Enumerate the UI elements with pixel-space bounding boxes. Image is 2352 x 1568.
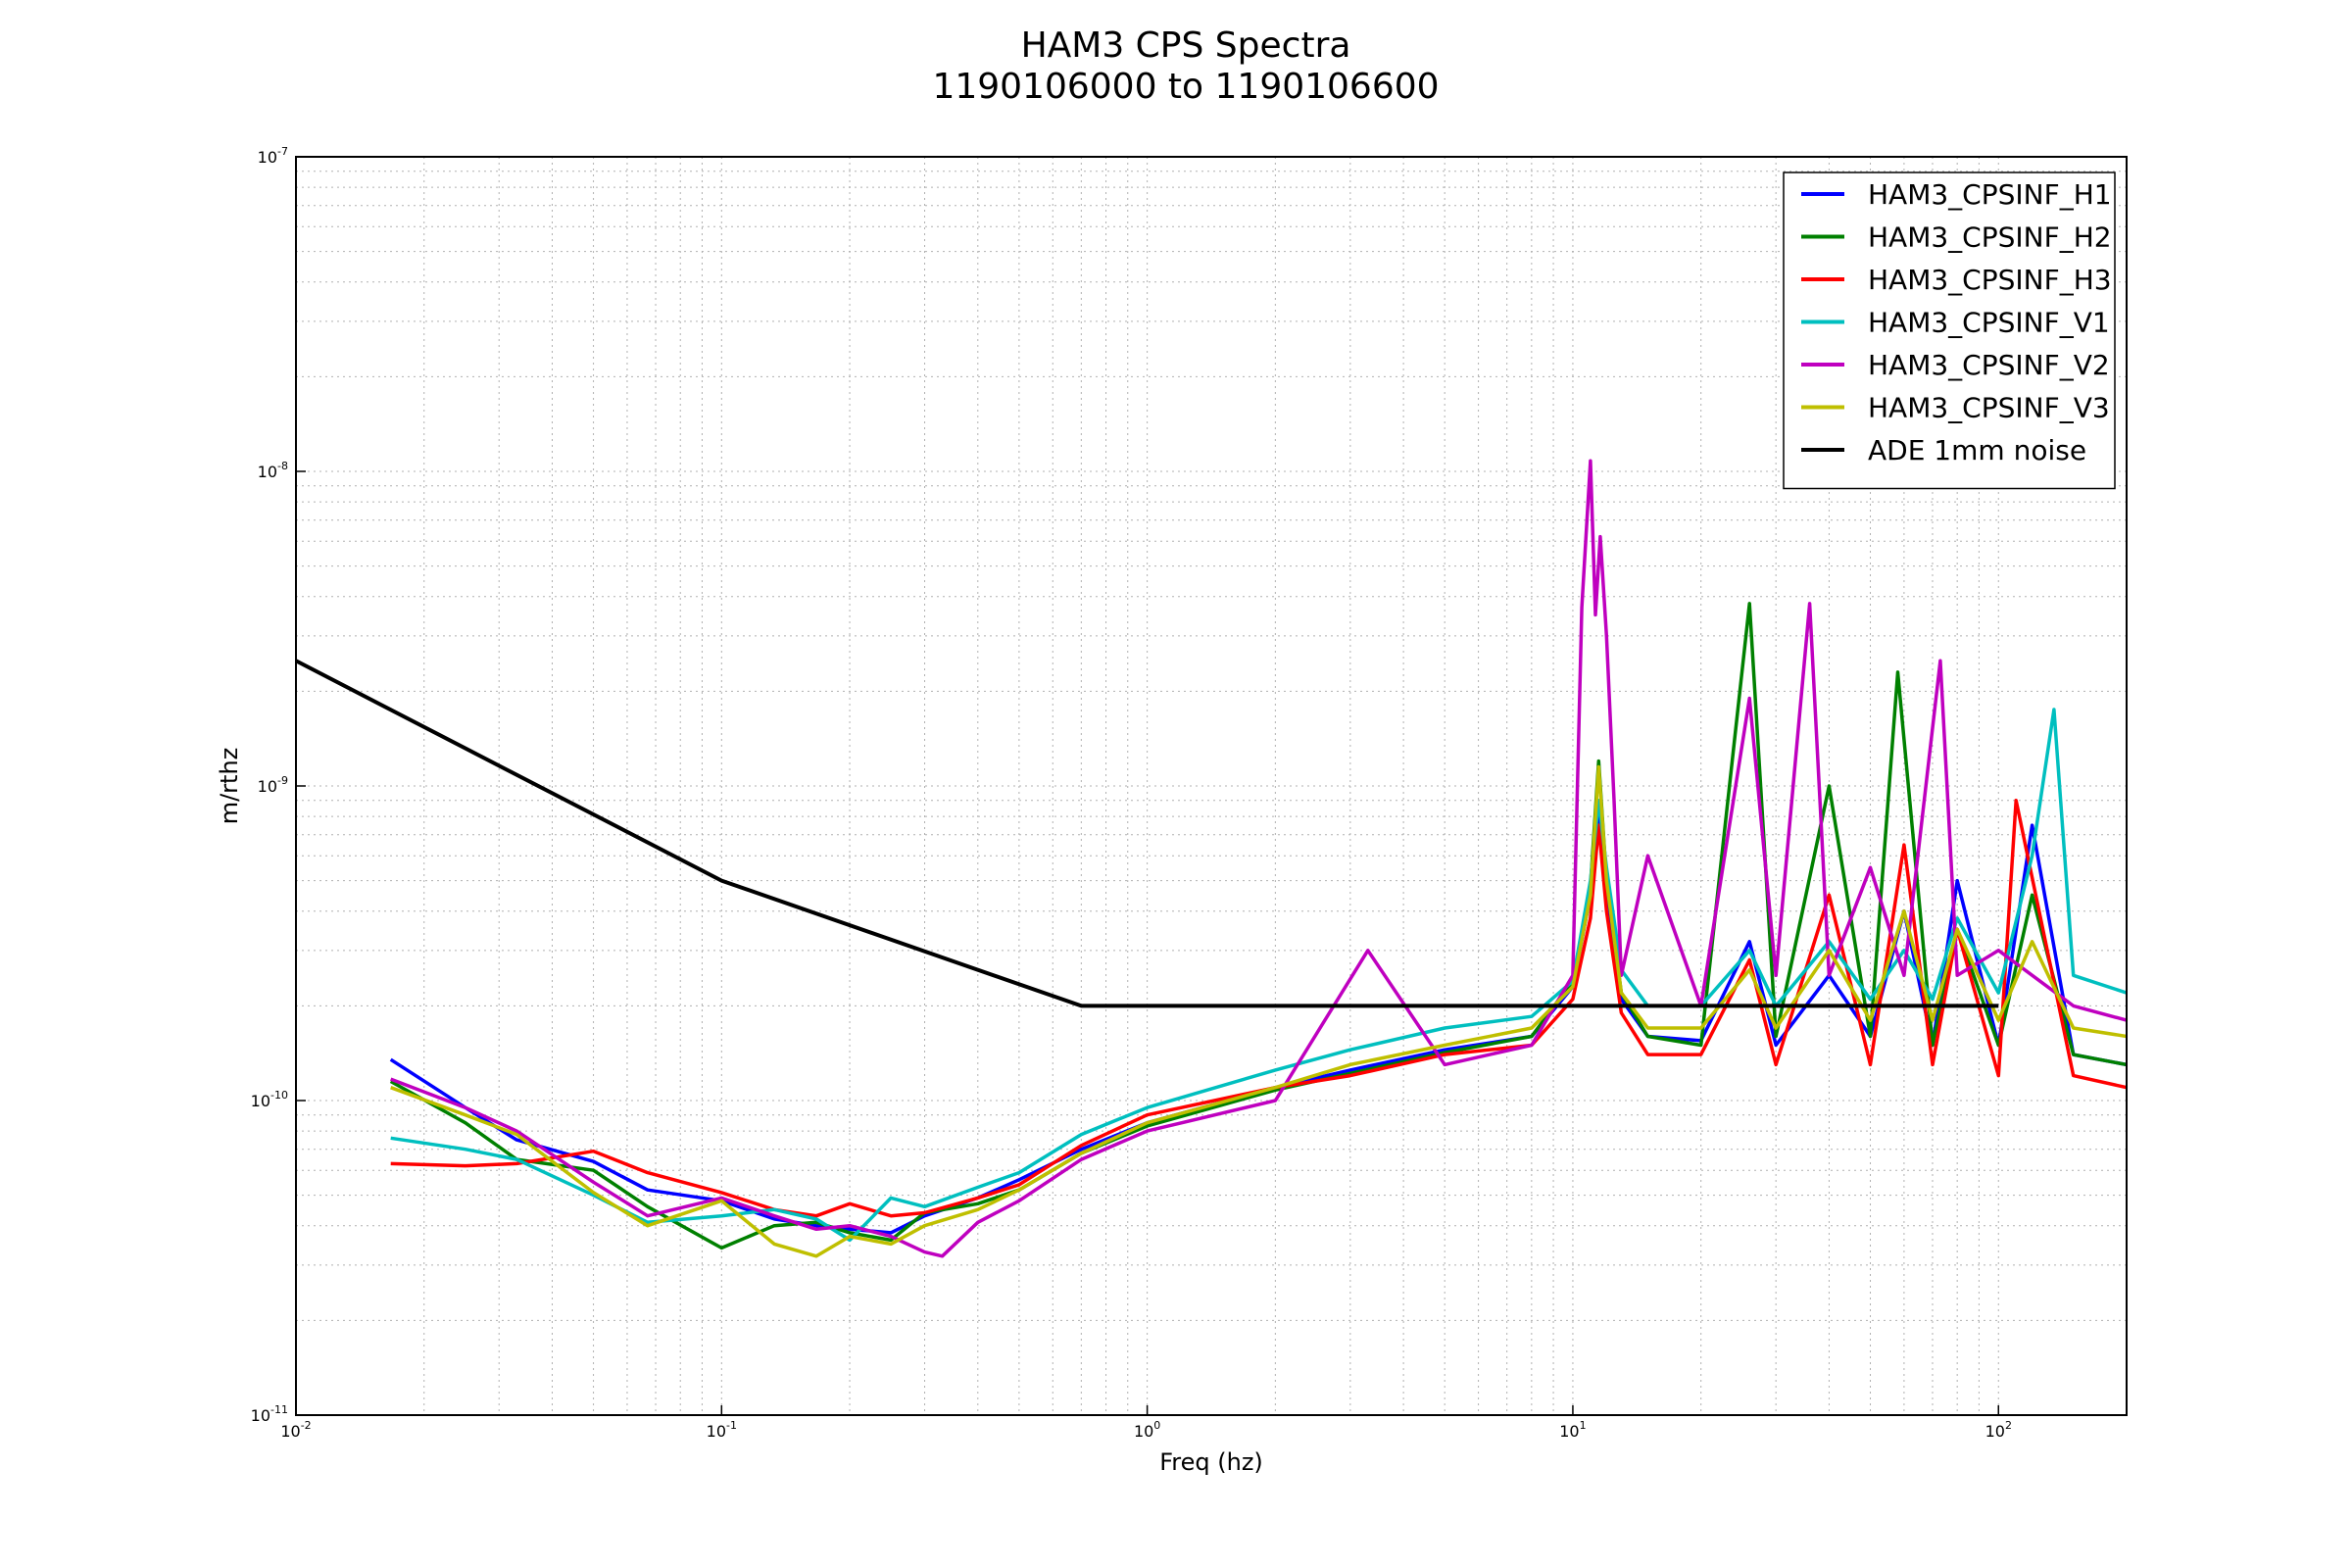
legend-label: HAM3_CPSINF_H1 <box>1868 178 2112 211</box>
legend-label: HAM3_CPSINF_H2 <box>1868 221 2112 254</box>
y-tick-label: 10-10 <box>251 1089 288 1110</box>
x-tick-label: 102 <box>1985 1419 2012 1441</box>
x-tick-label: 10-1 <box>707 1419 737 1441</box>
x-tick-label: 100 <box>1134 1419 1160 1441</box>
legend-box <box>1783 172 2116 490</box>
series-line-4 <box>390 459 2127 1258</box>
series-line-3 <box>390 708 2127 1243</box>
y-tick-label: 10-7 <box>258 145 288 167</box>
chart-title: HAM3 CPS Spectra <box>1021 25 1351 66</box>
plot-frame <box>295 156 2128 1416</box>
legend-label: ADE 1mm noise <box>1868 434 2086 466</box>
chart-subtitle: 1190106000 to 1190106600 <box>932 67 1439 107</box>
legend-label: HAM3_CPSINF_V2 <box>1868 349 2110 381</box>
legend: HAM3_CPSINF_H1 HAM3_CPSINF_H2 HAM3_CPSINF_… <box>1783 172 2116 490</box>
legend-label: HAM3_CPSINF_V3 <box>1868 392 2110 424</box>
x-tick-label: 101 <box>1559 1419 1586 1441</box>
series-line-5 <box>390 764 2127 1258</box>
legend-label: HAM3_CPSINF_H3 <box>1868 264 2112 296</box>
series-lines <box>296 459 2127 1258</box>
series-line-6 <box>296 659 1999 1008</box>
x-axis-label: Freq (hz) <box>1159 1448 1263 1476</box>
y-tick-label: 10-8 <box>258 460 288 481</box>
series-line-1 <box>389 602 2127 1250</box>
y-axis-label: m/rthz <box>216 748 243 825</box>
legend-label: HAM3_CPSINF_V1 <box>1868 307 2110 339</box>
x-tick-label: 10-2 <box>280 1419 311 1441</box>
y-tick-label: 10-9 <box>258 774 288 796</box>
